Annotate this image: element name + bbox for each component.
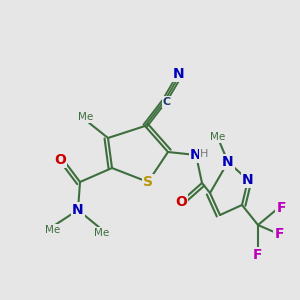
Text: Me: Me <box>210 132 226 142</box>
Text: N: N <box>190 148 202 162</box>
Text: Me: Me <box>78 112 94 122</box>
Text: F: F <box>274 227 284 241</box>
Text: S: S <box>143 175 153 189</box>
Text: Me: Me <box>45 225 61 235</box>
Text: Me: Me <box>94 228 110 238</box>
Text: N: N <box>242 173 254 187</box>
Text: N: N <box>222 155 234 169</box>
Text: O: O <box>175 195 187 209</box>
Text: F: F <box>253 248 263 262</box>
Text: N: N <box>173 67 185 81</box>
Text: O: O <box>54 153 66 167</box>
Text: H: H <box>200 149 208 159</box>
Text: N: N <box>72 203 84 217</box>
Text: F: F <box>276 201 286 215</box>
Text: C: C <box>163 97 171 107</box>
